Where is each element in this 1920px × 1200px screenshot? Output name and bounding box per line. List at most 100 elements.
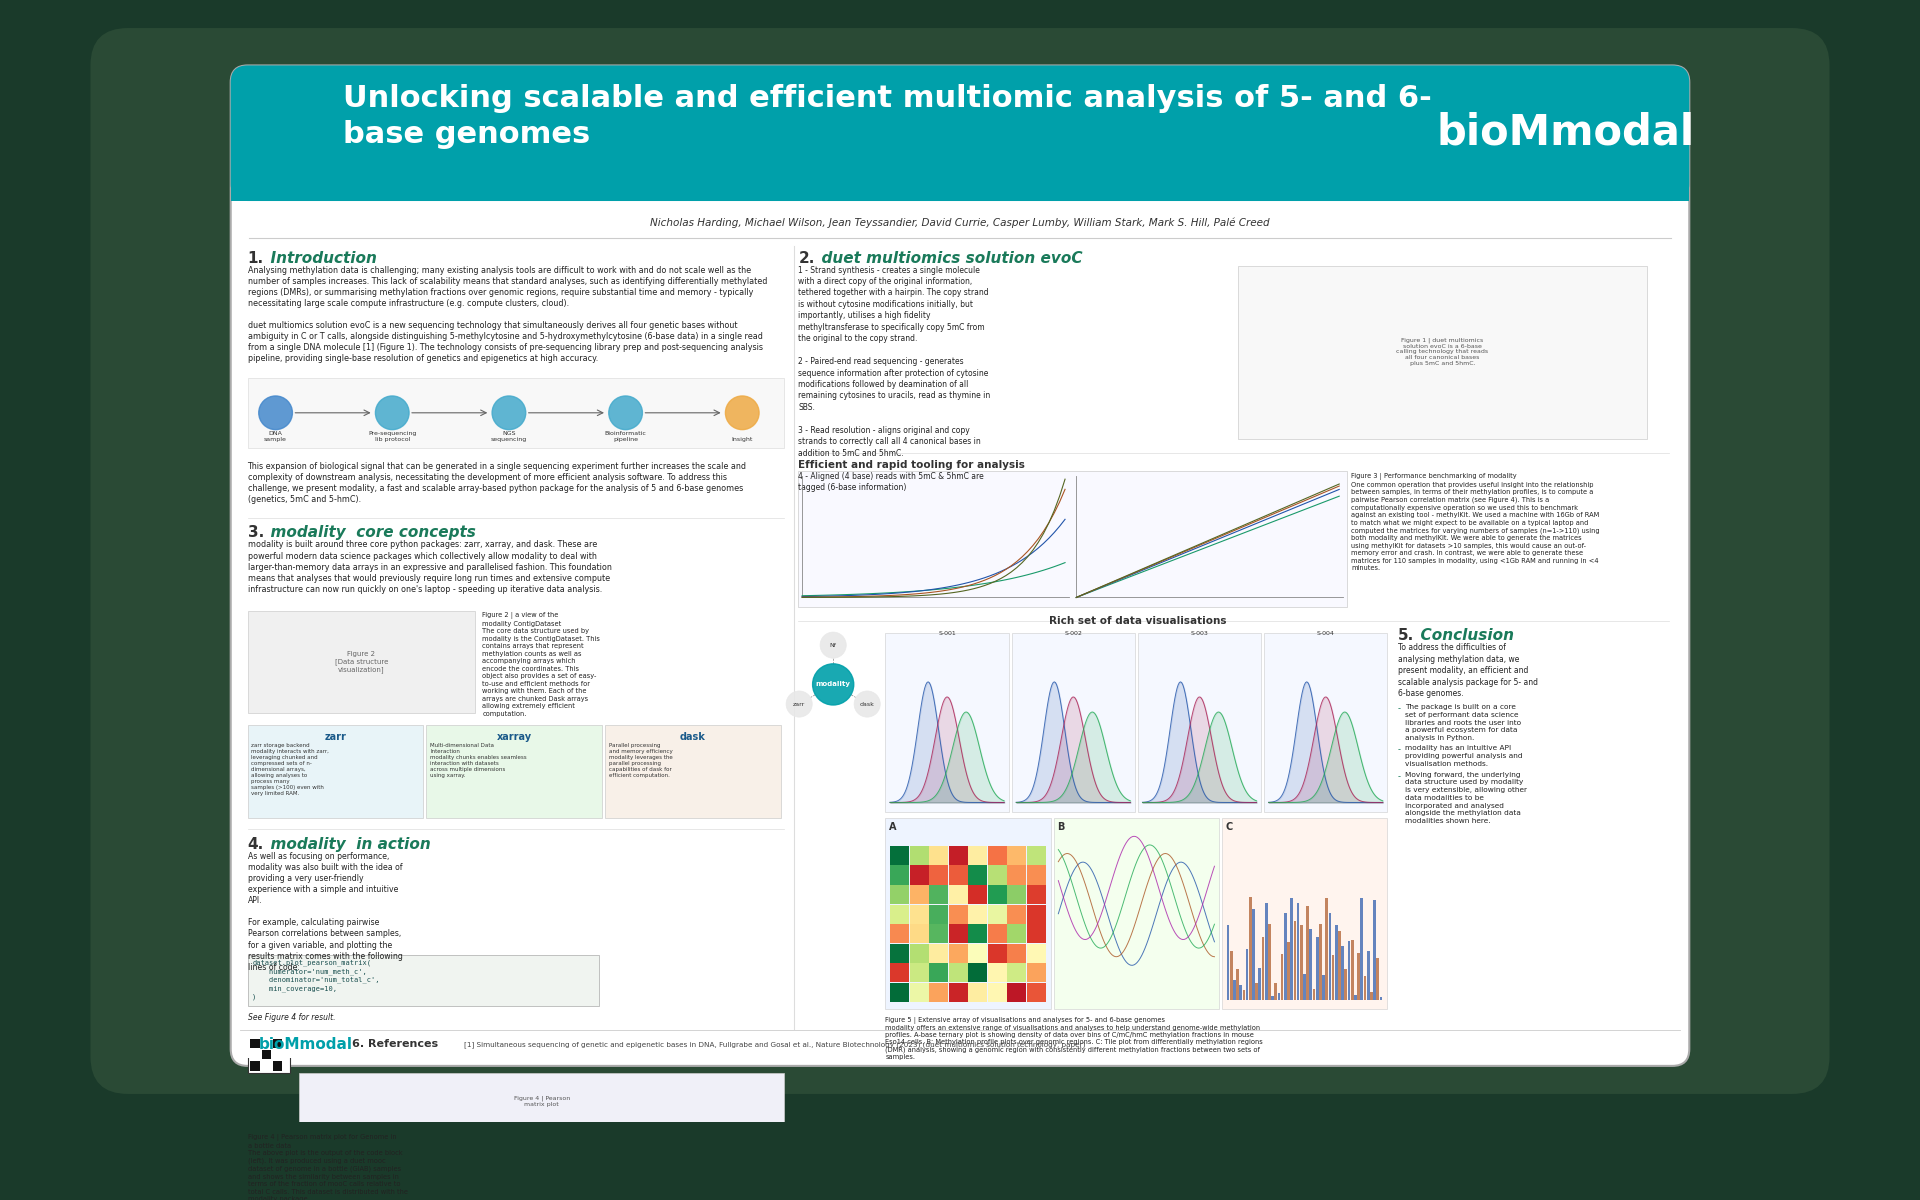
- Bar: [1261, 937, 1265, 1000]
- Text: dask: dask: [860, 702, 876, 707]
- Bar: [1027, 943, 1046, 962]
- Bar: [948, 943, 968, 962]
- Text: dataset.plot_pearson_matrix(
    numerator='num_meth_c',
    denominator='num_to: dataset.plot_pearson_matrix( numerator='…: [252, 959, 380, 1001]
- Text: B: B: [1058, 822, 1066, 832]
- Bar: [1008, 905, 1025, 924]
- Text: modality: modality: [816, 682, 851, 688]
- Bar: [250, 1039, 259, 1048]
- Text: To address the difficulties of
analysing methylation data, we
present modality, : To address the difficulties of analysing…: [1398, 643, 1538, 698]
- Bar: [929, 846, 948, 865]
- Bar: [948, 924, 968, 943]
- Circle shape: [259, 396, 292, 430]
- Bar: [1233, 980, 1236, 1000]
- Circle shape: [820, 632, 847, 659]
- Circle shape: [726, 396, 758, 430]
- Bar: [248, 725, 422, 818]
- Bar: [1008, 846, 1025, 865]
- Text: modality is built around three core python packages: zarr, xarray, and dask. The: modality is built around three core pyth…: [248, 540, 611, 594]
- Bar: [1263, 632, 1388, 812]
- Text: Unlocking scalable and efficient multiomic analysis of 5- and 6-
base genomes: Unlocking scalable and efficient multiom…: [344, 84, 1432, 149]
- Bar: [948, 884, 968, 904]
- Bar: [1300, 925, 1302, 1000]
- Bar: [1054, 818, 1219, 1009]
- Text: bioΜmodal: bioΜmodal: [1436, 112, 1695, 154]
- Bar: [891, 884, 908, 904]
- Bar: [929, 983, 948, 1002]
- Text: 1.: 1.: [248, 251, 263, 265]
- Bar: [1334, 925, 1338, 1000]
- Bar: [968, 924, 987, 943]
- Text: Figure 5 | Extensive array of visualisations and analyses for 5- and 6-base geno: Figure 5 | Extensive array of visualisat…: [885, 1016, 1263, 1061]
- Bar: [968, 846, 987, 865]
- Text: Analysing methylation data is challenging; many existing analysis tools are diff: Analysing methylation data is challengin…: [248, 265, 766, 364]
- Bar: [426, 725, 601, 818]
- Bar: [1357, 953, 1359, 1000]
- Bar: [1377, 958, 1379, 1000]
- Bar: [987, 943, 1006, 962]
- Bar: [885, 818, 1050, 1009]
- Bar: [987, 983, 1006, 1002]
- Bar: [1027, 905, 1046, 924]
- Bar: [248, 611, 474, 713]
- Bar: [1248, 898, 1252, 1000]
- Text: -: -: [1398, 745, 1402, 754]
- Bar: [1027, 846, 1046, 865]
- Bar: [885, 632, 1008, 812]
- Bar: [1313, 989, 1315, 1000]
- Bar: [948, 865, 968, 884]
- Bar: [910, 964, 929, 982]
- Text: 4.: 4.: [248, 836, 263, 852]
- Bar: [230, 133, 1690, 202]
- Bar: [273, 1039, 282, 1048]
- Circle shape: [376, 396, 409, 430]
- Bar: [929, 924, 948, 943]
- Bar: [948, 983, 968, 1002]
- Bar: [1267, 924, 1271, 1000]
- Bar: [1367, 950, 1369, 1000]
- Text: Figure 4 | Pearson matrix plot for Genome in
a bottle data
The above plot is the: Figure 4 | Pearson matrix plot for Genom…: [248, 1134, 407, 1200]
- Bar: [1246, 949, 1248, 1000]
- Text: S-002: S-002: [1064, 631, 1083, 636]
- Bar: [1323, 976, 1325, 1000]
- Bar: [1325, 898, 1329, 1000]
- Text: 3.: 3.: [248, 526, 263, 540]
- Text: 1 - Strand synthesis - creates a single molecule
with a direct copy of the origi: 1 - Strand synthesis - creates a single …: [799, 265, 991, 492]
- Bar: [948, 905, 968, 924]
- Bar: [605, 725, 781, 818]
- Bar: [1027, 924, 1046, 943]
- Text: Nf: Nf: [829, 643, 837, 648]
- Bar: [929, 943, 948, 962]
- Bar: [1306, 906, 1309, 1000]
- Bar: [1008, 924, 1025, 943]
- Text: zarr storage backend
modality interacts with zarr,
leveraging chunked and
compre: zarr storage backend modality interacts …: [252, 743, 328, 797]
- Bar: [1361, 898, 1363, 1000]
- Text: Figure 4 | Pearson
matrix plot: Figure 4 | Pearson matrix plot: [513, 1096, 570, 1108]
- Bar: [240, 1031, 1680, 1058]
- Text: Introduction: Introduction: [259, 251, 376, 265]
- Bar: [1319, 924, 1321, 1000]
- Bar: [1309, 929, 1311, 1000]
- Bar: [1271, 996, 1275, 1000]
- Bar: [1252, 908, 1256, 1000]
- Text: Figure 2
[Data structure
visualization]: Figure 2 [Data structure visualization]: [334, 652, 388, 673]
- Bar: [1227, 925, 1229, 1000]
- Text: S-003: S-003: [1190, 631, 1208, 636]
- Bar: [261, 1050, 271, 1060]
- Text: -: -: [1398, 772, 1402, 781]
- Bar: [1284, 913, 1286, 1000]
- Bar: [1363, 977, 1367, 1000]
- Bar: [1354, 995, 1357, 1000]
- Circle shape: [812, 664, 854, 704]
- Bar: [248, 955, 599, 1006]
- Text: Figure 3 | Performance benchmarking of modality
One common operation that provid: Figure 3 | Performance benchmarking of m…: [1352, 473, 1599, 571]
- Bar: [891, 865, 908, 884]
- Text: Efficient and rapid tooling for analysis: Efficient and rapid tooling for analysis: [799, 460, 1025, 470]
- Text: zarr: zarr: [793, 702, 804, 707]
- Text: Nicholas Harding, Michael Wilson, Jean Teyssandier, David Currie, Casper Lumby, : Nicholas Harding, Michael Wilson, Jean T…: [651, 218, 1269, 228]
- Bar: [1238, 985, 1242, 1000]
- Bar: [1304, 973, 1306, 1000]
- Bar: [1342, 946, 1344, 1000]
- Bar: [910, 983, 929, 1002]
- Bar: [1296, 902, 1300, 1000]
- Text: A: A: [889, 822, 897, 832]
